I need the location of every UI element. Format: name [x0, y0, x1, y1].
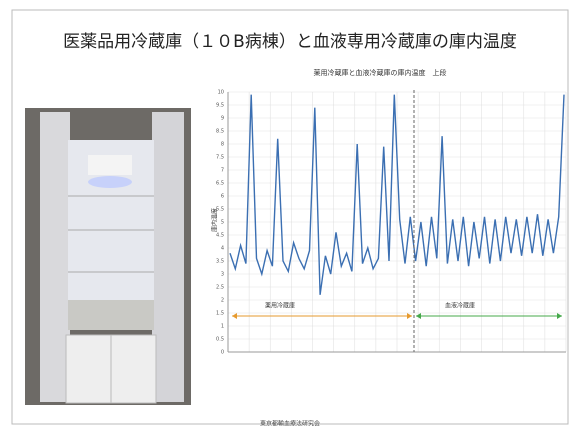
y-tick-label: 5.5	[216, 207, 224, 213]
y-tick-label: 1.5	[216, 311, 224, 317]
annotation: 血液冷蔵庫	[445, 302, 475, 310]
y-tick-label: 3	[221, 272, 224, 278]
y-tick-label: 2	[221, 298, 224, 304]
y-tick-label: 2.5	[216, 285, 224, 291]
photo	[25, 108, 191, 405]
footer: 東京都輸血療法研究会	[260, 420, 320, 428]
y-tick-label: 0	[221, 350, 224, 356]
y-tick-label: 5	[221, 220, 224, 226]
y-tick-label: 8.5	[216, 129, 224, 135]
slide-title: 医薬品用冷蔵庫（１０B病棟）と血液専用冷蔵庫の庫内温度	[63, 32, 517, 52]
y-tick-label: 7	[221, 168, 224, 174]
y-tick-label: 3.5	[216, 259, 224, 265]
y-tick-label: 0.5	[216, 337, 224, 343]
slide: 医薬品用冷蔵庫（１０B病棟）と血液専用冷蔵庫の庫内温度 薬用冷蔵庫と血液冷蔵庫の…	[0, 0, 581, 434]
chart-title: 薬用冷蔵庫と血液冷蔵庫の庫内温度 上段	[314, 68, 447, 77]
y-tick-label: 9	[221, 116, 224, 122]
y-tick-label: 10	[218, 90, 224, 96]
y-tick-label: 4	[221, 246, 224, 252]
y-tick-label: 9.5	[216, 103, 224, 109]
y-tick-label: 6	[221, 194, 224, 200]
annotation: 薬用冷蔵庫	[265, 302, 295, 310]
y-tick-label: 7.5	[216, 155, 224, 161]
y-tick-label: 4.5	[216, 233, 224, 239]
y-tick-label: 6.5	[216, 181, 224, 187]
y-tick-label: 8	[221, 142, 224, 148]
y-tick-label: 1	[221, 324, 224, 330]
